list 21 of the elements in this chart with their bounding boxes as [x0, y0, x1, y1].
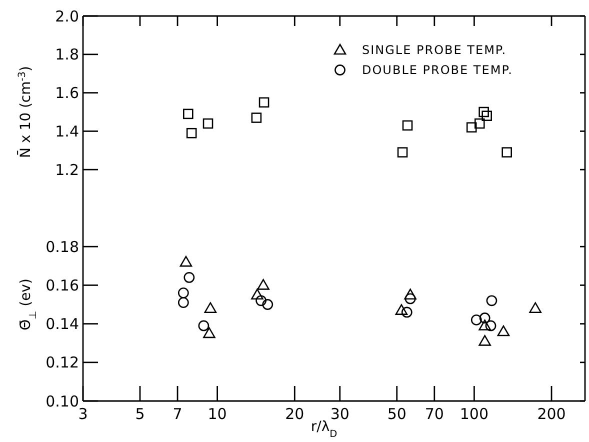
x-tick-label: 70: [424, 405, 444, 423]
x-tick-label: 20: [285, 405, 304, 423]
x-tick-label: 5: [135, 405, 145, 423]
y-tick-label: 2.0: [55, 7, 79, 26]
y-tick-label: 0.12: [46, 354, 79, 372]
y-tick-label: 0.18: [46, 238, 79, 256]
y-tick-label: 1.4: [55, 122, 79, 140]
x-tick-label: 100: [460, 405, 489, 423]
x-tick-label: 10: [208, 405, 227, 423]
y-tick-label: 0.16: [46, 276, 79, 294]
legend-label: DOUBLE PROBE TEMP.: [362, 63, 513, 78]
x-tick-label: 200: [537, 405, 566, 423]
y-tick-label: 1.8: [55, 46, 79, 64]
y-tick-label: 0.14: [46, 315, 79, 334]
legend-label: SINGLE PROBE TEMP.: [362, 43, 507, 58]
x-tick-label: 50: [387, 405, 406, 423]
y-tick-label: 1.2: [55, 160, 79, 179]
x-tick-label: 7: [172, 405, 182, 423]
x-tick-label: 3: [78, 405, 88, 423]
y-tick-label: 1.6: [55, 84, 79, 102]
y-tick-label: 0.10: [46, 392, 79, 410]
